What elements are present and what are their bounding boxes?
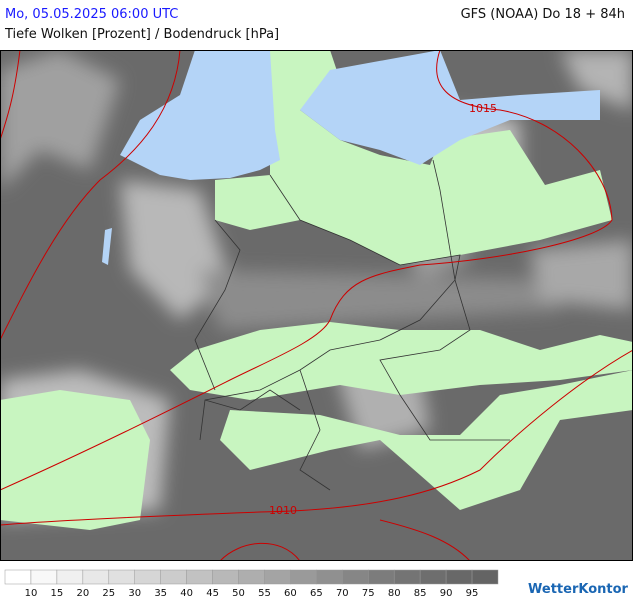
legend-label: 45: [206, 588, 219, 599]
legend-label: 15: [51, 588, 64, 599]
legend-swatch: [368, 569, 395, 585]
map: 1015 1010: [0, 50, 633, 561]
legend-label: 40: [180, 588, 193, 599]
legend-swatch: [419, 569, 447, 585]
legend-swatch: [445, 569, 473, 585]
legend-swatch: [108, 569, 135, 585]
legend-label: 75: [362, 588, 375, 599]
legend-swatch: [30, 569, 58, 585]
datetime: Mo, 05.05.2025 06:00 UTC: [5, 7, 179, 22]
legend-label: 20: [76, 588, 89, 599]
logo: WetterKontor: [528, 582, 628, 597]
legend-swatch: [134, 569, 161, 585]
legend-label: 85: [414, 588, 427, 599]
legend-swatch: [212, 569, 239, 585]
legend-swatch: [393, 569, 421, 585]
isobar-label: 1015: [469, 102, 497, 115]
legend-swatch: [82, 569, 110, 585]
legend-label: 25: [102, 588, 115, 599]
legend-swatch: [238, 569, 265, 585]
legend-label: 10: [25, 588, 38, 599]
subtitle: Tiefe Wolken [Prozent] / Bodendruck [hPa…: [5, 27, 280, 42]
legend-label: 90: [440, 588, 453, 599]
legend-swatch: [4, 569, 32, 585]
legend-swatch: [471, 569, 499, 585]
legend-swatch: [160, 569, 187, 585]
model-run: GFS (NOAA) Do 18 + 84h: [460, 7, 625, 22]
legend: 10 15 20 25 30 35 40 45 50 55 60 65 70 75 80 85 90 95: [4, 569, 499, 599]
borders: [194, 159, 510, 491]
legend-swatch: [342, 569, 369, 585]
legend-swatch: [186, 569, 213, 585]
sea: [102, 50, 600, 265]
legend-label: 70: [336, 588, 349, 599]
legend-label: 35: [154, 588, 167, 599]
legend-label: 55: [258, 588, 271, 599]
isobar-label: 1010: [269, 504, 297, 517]
legend-label: 60: [284, 588, 297, 599]
legend-swatch: [56, 569, 84, 585]
legend-label: 50: [232, 588, 245, 599]
legend-label: 80: [388, 588, 401, 599]
legend-label: 30: [128, 588, 141, 599]
legend-label: 95: [466, 588, 479, 599]
legend-label: 65: [310, 588, 323, 599]
isobars: [0, 50, 633, 561]
legend-swatch: [316, 569, 343, 585]
legend-swatch: [264, 569, 291, 585]
legend-swatch: [290, 569, 317, 585]
